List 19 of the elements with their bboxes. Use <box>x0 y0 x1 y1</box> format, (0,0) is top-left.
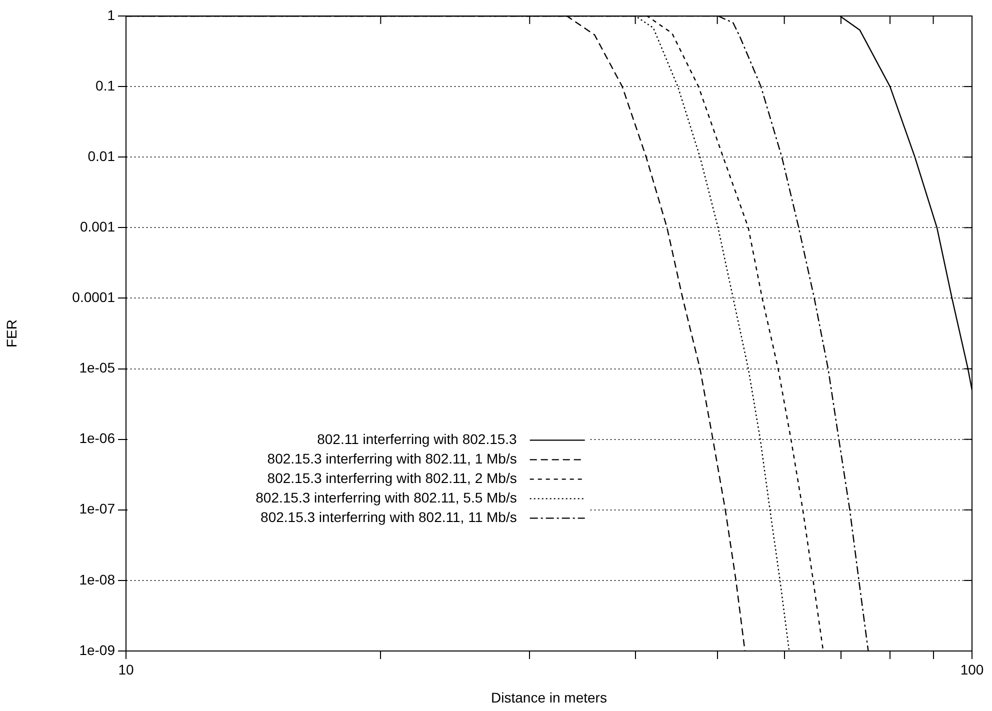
y-tick-label: 1e-07 <box>79 500 116 517</box>
y-tick-label: 1e-09 <box>79 642 116 658</box>
legend-label: 802.15.3 interferring with 802.11, 2 Mb/s <box>267 470 517 486</box>
y-tick-label: 1e-08 <box>79 571 116 588</box>
y-tick-label: 0.01 <box>88 148 116 164</box>
legend-label: 802.15.3 interferring with 802.11, 11 Mb/s <box>260 509 517 526</box>
x-tick-label: 10 <box>118 661 134 678</box>
y-tick-label: 1e-06 <box>79 430 116 446</box>
x-tick-label: 100 <box>960 661 984 678</box>
y-tick-label: 0.001 <box>80 218 116 235</box>
legend-label: 802.15.3 interferring with 802.11, 5.5 Mb/s <box>256 490 517 506</box>
legend-label: 802.11 interferring with 802.15.3 <box>317 431 518 448</box>
legend-label: 802.15.3 interferring with 802.11, 1 Mb/s <box>267 450 517 467</box>
y-tick-label: 0.0001 <box>72 289 116 306</box>
x-axis-title: Distance in meters <box>491 689 607 706</box>
y-axis-title: FER <box>3 320 20 348</box>
y-tick-label: 0.1 <box>96 77 116 94</box>
y-tick-label: 1 <box>107 6 116 23</box>
y-tick-label: 1e-05 <box>79 360 116 376</box>
